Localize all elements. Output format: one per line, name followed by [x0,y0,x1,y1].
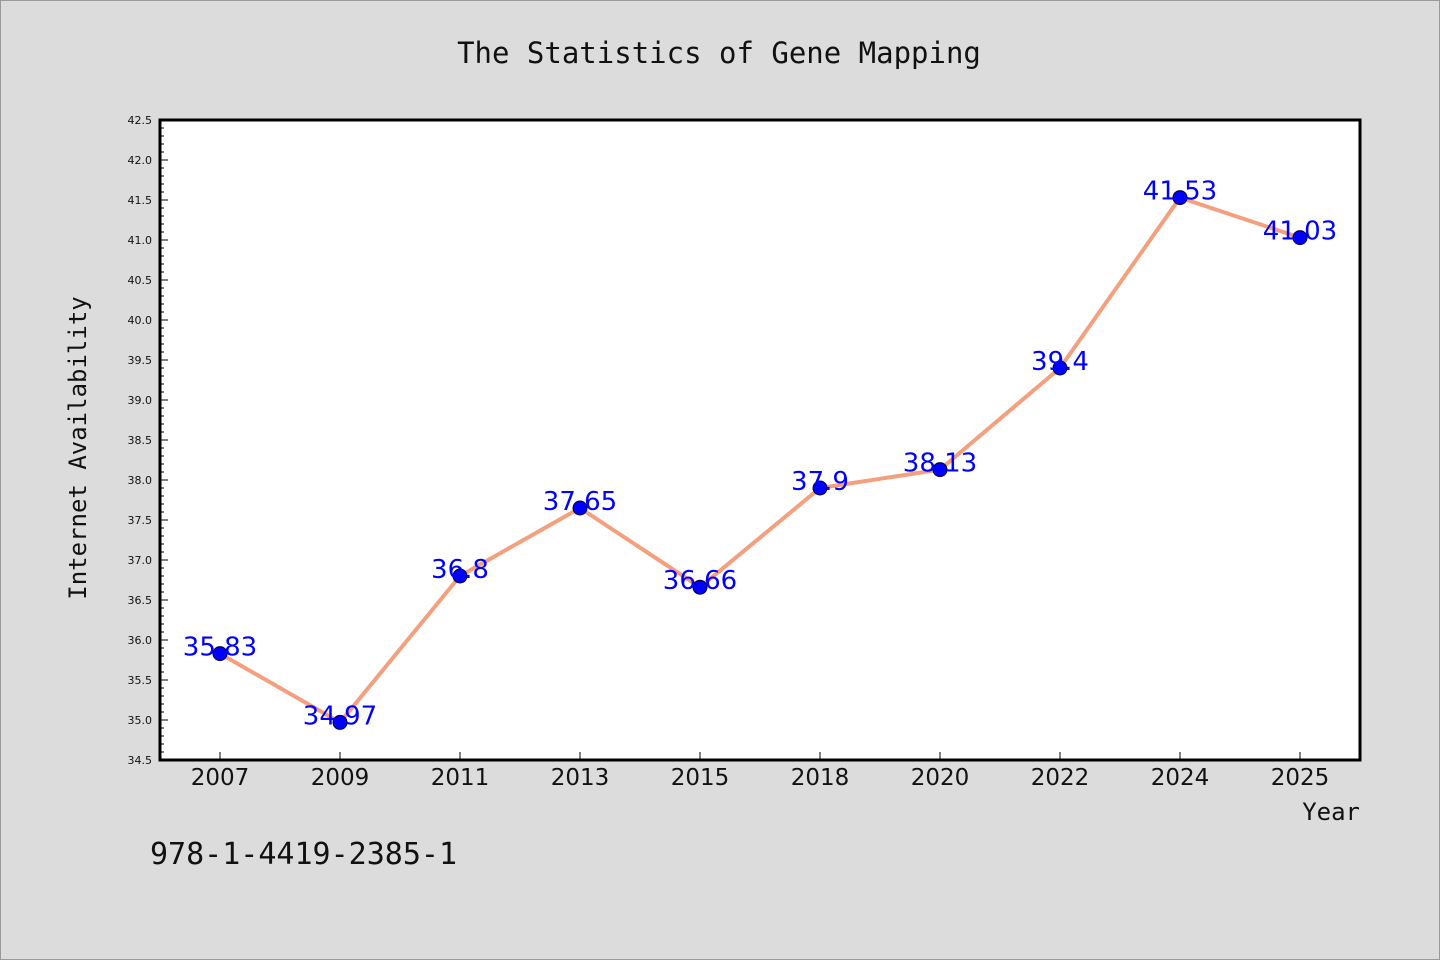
isbn-text: 978-1-4419-2385-1 [150,837,457,872]
series-line-group [219,195,1301,725]
data-point [572,500,588,516]
data-point [812,480,828,496]
x-tick-label: 2024 [1151,765,1210,791]
data-label: 35.83 [183,633,257,663]
chart-title: The Statistics of Gene Mapping [457,36,981,70]
x-axis-label: Year [1302,798,1360,826]
y-axis-label: Internet Availability [64,296,92,599]
y-tick-label: 41.5 [128,194,153,207]
x-tick-label: 2015 [671,765,730,791]
y-tick-label: 42.0 [128,154,153,167]
series-markers [212,190,1308,730]
data-point [932,462,948,478]
y-tick-label: 39.0 [128,394,153,407]
data-label: 36.66 [663,566,737,596]
y-tick-label: 34.5 [128,754,153,767]
x-tick-label: 2018 [791,765,850,791]
x-tick-label: 2009 [311,765,370,791]
data-point [1292,230,1308,246]
data-label: 41.53 [1143,177,1217,207]
data-label: 39.4 [1031,347,1089,377]
x-tick-label: 2020 [911,765,970,791]
x-tick-label: 2007 [191,765,250,791]
data-point [332,714,348,730]
x-tick-label: 2025 [1271,765,1330,791]
y-tick-label: 35.0 [128,714,153,727]
y-tick-label: 40.0 [128,314,153,327]
y-tick-label: 38.0 [128,474,153,487]
y-tick-label: 40.5 [128,274,153,287]
y-tick-label: 38.5 [128,434,153,447]
data-label: 38.13 [903,449,977,479]
x-tick-label: 2022 [1031,765,1090,791]
y-tick-label: 39.5 [128,354,153,367]
plot-area [158,118,1362,762]
y-tick-label: 41.0 [128,234,153,247]
data-label: 41.03 [1263,217,1337,247]
x-tick-label: 2013 [551,765,610,791]
data-label: 37.65 [543,487,617,517]
data-label: 37.9 [791,467,849,497]
y-tick-label: 36.0 [128,634,153,647]
data-label: 36.8 [431,555,489,585]
x-axis-ticks: 2007 2009 2011 2013 2015 2018 2020 2022 2024 2025 [191,752,1330,791]
y-tick-label: 35.5 [128,674,153,687]
y-tick-label: 37.5 [128,514,153,527]
data-point [452,568,468,584]
data-labels: 35.83 34.97 36.8 37.65 36.66 37.9 38.13 39.4 41.… [183,177,1337,732]
series-line [219,195,1301,725]
data-point [692,579,708,595]
data-label: 34.97 [303,701,377,731]
y-tick-label: 42.5 [128,114,153,127]
data-point [1172,190,1188,206]
y-tick-label: 36.5 [128,594,153,607]
data-point [1052,360,1068,376]
y-tick-label: 37.0 [128,554,153,567]
data-point [212,646,228,662]
x-tick-label: 2011 [431,765,490,791]
y-axis-ticks: 34.5 35.0 35.5 36.0 36.5 37.0 37.5 38.0 38.5 39.0… [128,114,168,767]
